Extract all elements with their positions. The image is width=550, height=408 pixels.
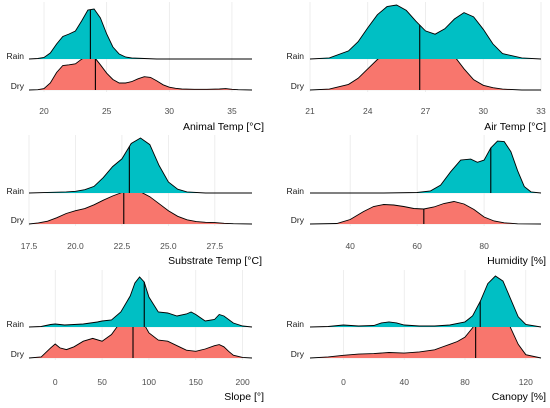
density-area-rain xyxy=(310,276,541,327)
density-area-dry xyxy=(29,189,252,224)
panel-tick-labels: 0 40 80 120 xyxy=(341,377,533,387)
panel-air-temp: 21 24 27 30 33 Rain Dry Air Temp [°C] xyxy=(287,2,546,133)
category-label-dry: Dry xyxy=(291,81,305,91)
x-tick-label: 40 xyxy=(345,241,355,251)
x-tick-label: 40 xyxy=(399,377,409,387)
x-tick-label: 50 xyxy=(97,377,107,387)
category-label-dry: Dry xyxy=(11,349,25,359)
category-label-rain: Rain xyxy=(7,186,25,196)
x-tick-label: 22.5 xyxy=(114,241,131,251)
density-outline-rain xyxy=(28,137,252,194)
panel-substrate-temp: 17.5 20.0 22.5 25.0 27.5 Rain Dry Substrate … xyxy=(7,135,262,267)
density-outline-dry xyxy=(309,201,542,225)
density-area-dry xyxy=(310,43,541,90)
panel-ridges xyxy=(28,276,253,359)
density-area-rain xyxy=(310,5,541,59)
panel-tick-labels: 0 50 100 150 200 xyxy=(53,377,250,387)
panel-ridges xyxy=(309,4,542,91)
category-label-rain: Rain xyxy=(287,51,305,61)
panel-ridges xyxy=(28,8,253,91)
x-tick-label: 200 xyxy=(236,377,250,387)
x-tick-label: 120 xyxy=(519,377,533,387)
x-tick-label: 20.0 xyxy=(67,241,84,251)
panel-ridges xyxy=(309,140,542,225)
density-area-rain xyxy=(29,9,252,59)
x-tick-label: 27 xyxy=(421,106,431,116)
x-axis-title: Humidity [%] xyxy=(487,255,546,267)
x-axis-title: Slope [°] xyxy=(224,391,264,403)
density-outline-rain xyxy=(309,4,542,60)
density-outline-rain xyxy=(310,140,542,194)
x-tick-label: 150 xyxy=(189,377,203,387)
x-tick-label: 20 xyxy=(39,106,49,116)
category-label-rain: Rain xyxy=(287,319,305,329)
density-area-rain xyxy=(29,277,252,327)
panel-ridges xyxy=(28,137,253,225)
panel-canopy: 0 40 80 120 Rain Dry Canopy [%] xyxy=(287,270,546,403)
density-outline-dry xyxy=(28,54,253,91)
category-label-rain: Rain xyxy=(7,51,25,61)
x-tick-label: 0 xyxy=(53,377,58,387)
x-axis-title: Air Temp [°C] xyxy=(484,121,546,133)
density-area-dry xyxy=(29,55,252,90)
x-tick-label: 80 xyxy=(479,241,489,251)
density-outline-rain xyxy=(309,275,542,328)
x-tick-label: 24 xyxy=(363,106,373,116)
x-tick-label: 35 xyxy=(227,106,237,116)
x-tick-label: 33 xyxy=(536,106,546,116)
category-label-rain: Rain xyxy=(7,319,25,329)
category-label-rain: Rain xyxy=(287,186,305,196)
x-tick-label: 80 xyxy=(460,377,470,387)
panel-tick-labels: 21 24 27 30 33 xyxy=(305,106,546,116)
panel-tick-labels: 40 60 80 xyxy=(345,241,489,251)
category-label-dry: Dry xyxy=(291,349,305,359)
density-area-rain xyxy=(310,141,541,193)
x-axis-title: Canopy [%] xyxy=(492,391,546,403)
x-tick-label: 25.0 xyxy=(160,241,177,251)
x-tick-label: 30 xyxy=(165,106,175,116)
x-tick-label: 27.5 xyxy=(207,241,224,251)
x-axis-title: Animal Temp [°C] xyxy=(183,121,264,133)
x-tick-label: 60 xyxy=(412,241,422,251)
x-tick-label: 0 xyxy=(341,377,346,387)
category-label-dry: Dry xyxy=(11,215,25,225)
x-tick-label: 30 xyxy=(479,106,489,116)
panel-slope: 0 50 100 150 200 Rain Dry Slope [°] xyxy=(7,270,264,403)
density-area-dry xyxy=(310,201,541,224)
panel-ridges xyxy=(309,275,542,359)
x-axis-title: Substrate Temp [°C] xyxy=(168,255,262,267)
density-area-rain xyxy=(29,138,252,193)
category-label-dry: Dry xyxy=(11,81,25,91)
x-tick-label: 17.5 xyxy=(21,241,38,251)
category-label-dry: Dry xyxy=(291,215,305,225)
x-tick-label: 100 xyxy=(142,377,156,387)
density-outline-rain xyxy=(28,8,252,60)
panel-animal-temp: 20 25 30 35 Rain Dry Animal Temp [°C] xyxy=(7,2,264,133)
x-tick-label: 25 xyxy=(102,106,112,116)
panel-humidity: 40 60 80 Rain Dry Humidity [%] xyxy=(287,135,546,267)
panel-tick-labels: 17.5 20.0 22.5 25.0 27.5 xyxy=(21,241,224,251)
panel-tick-labels: 20 25 30 35 xyxy=(39,106,237,116)
density-area-dry xyxy=(29,302,252,358)
x-tick-label: 21 xyxy=(305,106,315,116)
